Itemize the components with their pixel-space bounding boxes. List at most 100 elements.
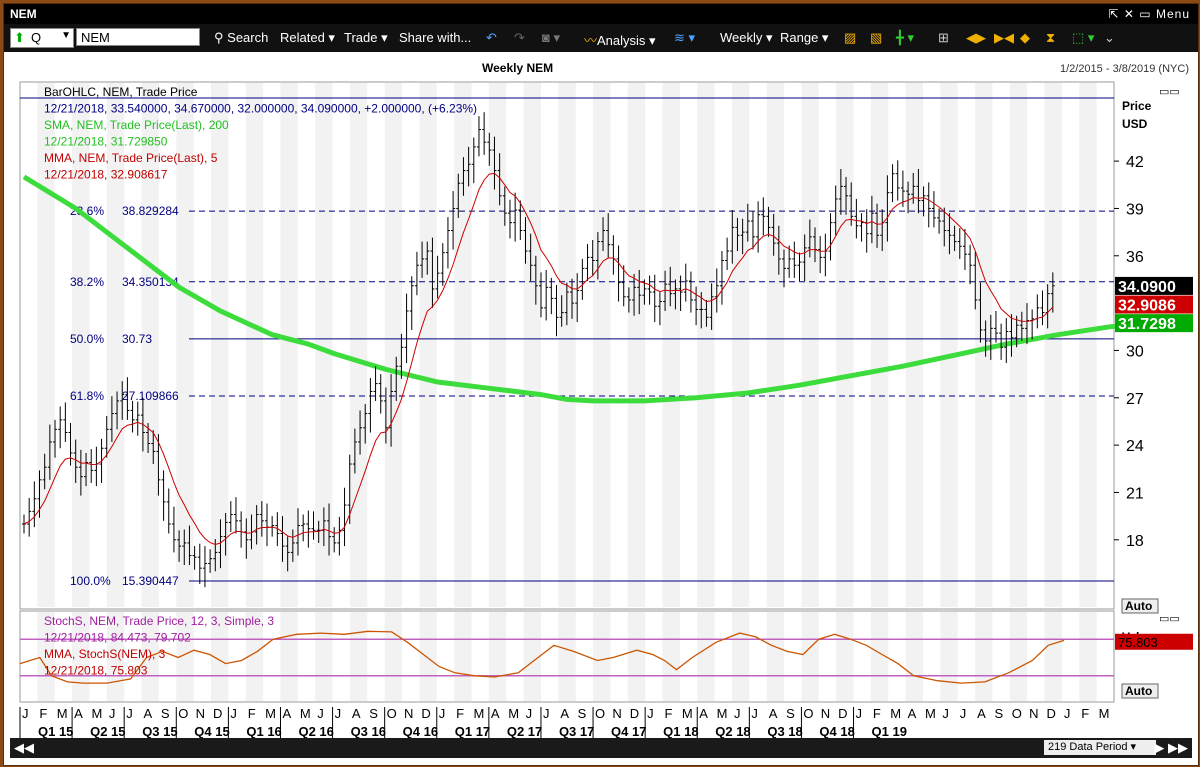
month-stripe [245,612,264,701]
fib-label-pct: 38.2% [70,275,104,289]
month-stripe [662,83,680,607]
select-icon[interactable]: ⬚ ▾ [1072,30,1095,45]
x-month-label: M [265,706,276,721]
chart-area[interactable]: Weekly NEM 1/2/2015 - 3/8/2019 (NYC)23.6%… [4,52,1198,738]
x-month-label: A [491,706,500,721]
scroll-both-icon[interactable]: ◀▶ [966,30,986,45]
trade-menu[interactable]: Trade ▾ [344,30,388,45]
chart-title: Weekly NEM [482,61,553,75]
x-quarter-label: Q1 19 [872,724,907,738]
x-month-label: J [647,706,654,721]
fib-label-value: 27.109866 [122,389,179,403]
scroll-vertical-icon[interactable]: ◆ [1020,30,1030,45]
x-month-label: S [578,706,587,721]
month-stripe [1009,612,1028,701]
x-month-label: J [856,706,863,721]
add-window-icon[interactable]: ⊞ [938,30,949,45]
redo-icon[interactable]: ↷ [514,30,525,45]
price-legend-item: SMA, NEM, Trade Price(Last), 200 [44,118,229,132]
x-month-label: J [526,706,533,721]
x-quarter-label: Q1 16 [246,724,281,738]
toolbar: ⬆ Q ▼ NEM ⚲ Search Related ▾ Trade ▾ Sha… [4,24,1198,52]
price-axis-label: 24 [1126,438,1144,455]
x-quarter-label: Q4 15 [194,724,229,738]
symbol-type-select[interactable]: ⬆ Q ▼ [10,28,74,48]
x-month-label: D [421,706,430,721]
data-period-select[interactable]: 219 Data Period ▾ [1044,740,1156,755]
stoch-legend-item: 12/21/2018, 84.473, 79.702 [44,631,191,645]
crosshair-icon[interactable]: ╋ ▾ [896,30,914,45]
scroll-right-icon[interactable]: ▶ ▶▶ [1154,740,1188,755]
stoch-last-box [1115,633,1193,650]
x-month-label: A [699,706,708,721]
month-stripe [280,612,298,701]
pin-icon[interactable]: ⇱ [1108,7,1120,21]
search-button[interactable]: ⚲ Search [214,30,269,45]
share-menu[interactable]: Share with... [399,30,472,45]
related-menu[interactable]: Related ▾ [280,30,335,45]
x-month-label: N [404,706,413,721]
time-scrollbar[interactable]: ◀◀ 219 Data Period ▾ ▶ ▶▶ [10,738,1192,758]
x-month-label: J [335,706,342,721]
zoom-x-icon[interactable]: ▶◀ [994,30,1014,45]
price-axis-title: Price [1122,99,1152,113]
x-month-label: A [769,706,778,721]
month-stripe [627,612,646,701]
month-stripe [72,612,90,701]
price-axis-unit: USD [1122,117,1148,131]
x-month-label: N [612,706,621,721]
month-stripe [211,612,229,701]
studies-icon[interactable]: ≋ ▾ [674,30,696,45]
more-icon[interactable]: ⌄ [1104,30,1115,45]
chart-style-icon[interactable]: ▧ [870,30,883,45]
app-window: NEM ⇱ ✕ ▭ Menu ⬆ Q ▼ NEM ⚲ Search Relate… [3,3,1199,766]
x-month-label: A [908,706,917,721]
line-chart-icon[interactable]: ▨ [844,30,857,45]
chevron-down-icon[interactable]: ▼ [61,30,71,41]
month-stripe [801,612,819,701]
scroll-left-icon[interactable]: ◀◀ [14,740,34,755]
x-month-label: A [977,706,986,721]
price-auto-label: Auto [1125,599,1152,613]
window-controls[interactable]: ⇱ ✕ ▭ Menu [1108,7,1190,21]
price-auto-button[interactable] [1121,598,1159,614]
month-stripe [836,83,854,607]
stoch-line [19,630,1065,684]
stoch-auto-button[interactable] [1121,683,1159,699]
x-quarter-label: Q4 18 [819,724,854,738]
x-month-label: J [230,706,237,721]
analysis-menu[interactable]: 〰Analysis ▾ [584,33,656,48]
month-stripe [523,612,541,701]
x-quarter-label: Q2 18 [715,724,750,738]
month-stripe [176,612,194,701]
period-menu[interactable]: Weekly ▾ [720,30,773,45]
window-title: NEM [10,7,37,21]
month-stripe [870,612,889,701]
price-legend-item: 12/21/2018, 31.729850 [44,135,168,149]
menu-label[interactable]: Menu [1155,7,1190,21]
x-month-label: J [960,706,967,721]
x-quarter-label: Q3 16 [351,724,386,738]
stoch-panel-controls-icon: ▭▭ [1159,613,1180,625]
x-month-label: M [925,706,936,721]
x-month-label: M [682,706,693,721]
price-axis-label: 21 [1126,485,1144,502]
up-arrow-icon: ⬆ [14,30,25,45]
x-month-label: J [126,706,133,721]
symbol-input[interactable]: NEM [76,28,200,46]
month-stripe [1079,83,1097,607]
undo-icon[interactable]: ↶ [486,30,497,45]
close-icon[interactable]: ✕ [1123,7,1135,21]
x-month-label: S [994,706,1003,721]
menu-icon[interactable]: ▭ [1139,7,1152,21]
month-stripe [766,612,785,701]
zoom-y-icon[interactable]: ⧗ [1046,30,1056,45]
x-month-label: M [57,706,68,721]
month-stripe [245,83,264,607]
x-month-label: O [803,706,813,721]
month-stripe [731,83,750,607]
range-menu[interactable]: Range ▾ [780,30,829,45]
x-quarter-label: Q1 15 [38,724,73,738]
last-value-box [1115,314,1193,333]
camera-icon[interactable]: ◙ ▾ [542,30,560,45]
